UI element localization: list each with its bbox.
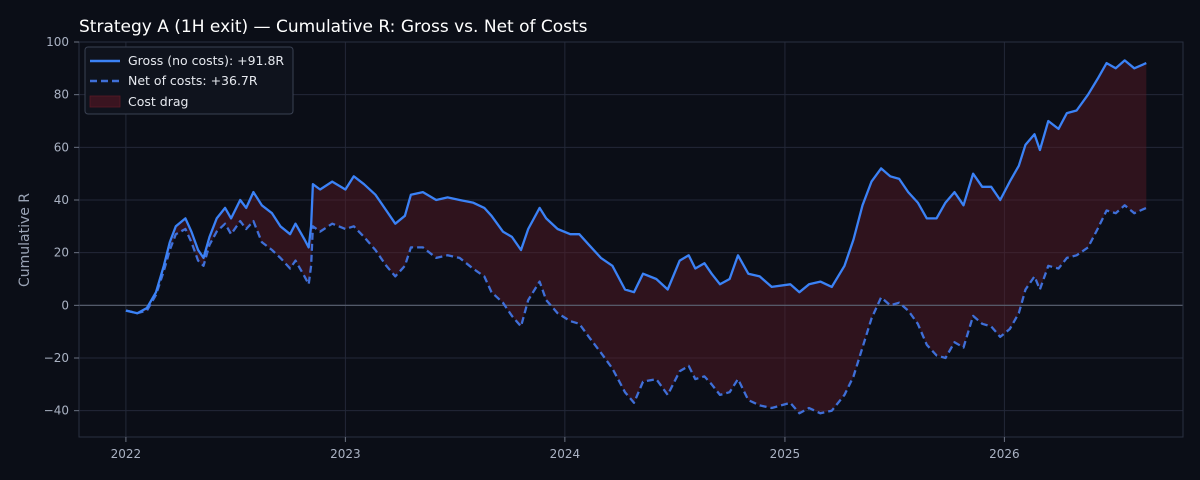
y-axis-label: Cumulative R (17, 193, 33, 287)
y-tick-label: 80 (54, 88, 69, 102)
chart-title: Strategy A (1H exit) — Cumulative R: Gro… (79, 17, 588, 37)
legend-swatch-cost-drag (89, 95, 121, 108)
legend-label-net: Net of costs: +36.7R (128, 73, 258, 88)
gross-line (125, 59, 1147, 315)
legend-box (84, 46, 294, 115)
legend-label-cost-drag: Cost drag (128, 94, 188, 109)
y-tick-label: 60 (54, 140, 69, 154)
y-axis-ticks: −40 −20 0 20 40 60 80 100 (44, 35, 79, 418)
legend: Gross (no costs): +91.8R Net of costs: +… (84, 46, 294, 115)
y-tick-label: 0 (61, 298, 69, 312)
y-tick-label: −20 (44, 351, 69, 365)
plot-frame (78, 41, 1184, 438)
cost-drag-area (125, 60, 1147, 414)
x-tick-label: 2023 (330, 447, 361, 461)
x-tick-label: 2025 (770, 447, 801, 461)
x-tick-label: 2022 (111, 447, 142, 461)
series-lines (125, 59, 1147, 415)
cost-drag-fill (125, 60, 1147, 414)
x-tick-label: 2026 (989, 447, 1020, 461)
x-axis-ticks: 2022 2023 2024 2025 2026 (111, 437, 1020, 461)
y-tick-label: −40 (44, 404, 69, 418)
x-tick-label: 2024 (550, 447, 581, 461)
y-tick-label: 40 (54, 193, 69, 207)
net-of-costs-line (125, 204, 1147, 415)
legend-label-gross: Gross (no costs): +91.8R (128, 53, 284, 68)
y-tick-label: 100 (46, 35, 69, 49)
y-tick-label: 20 (54, 246, 69, 260)
